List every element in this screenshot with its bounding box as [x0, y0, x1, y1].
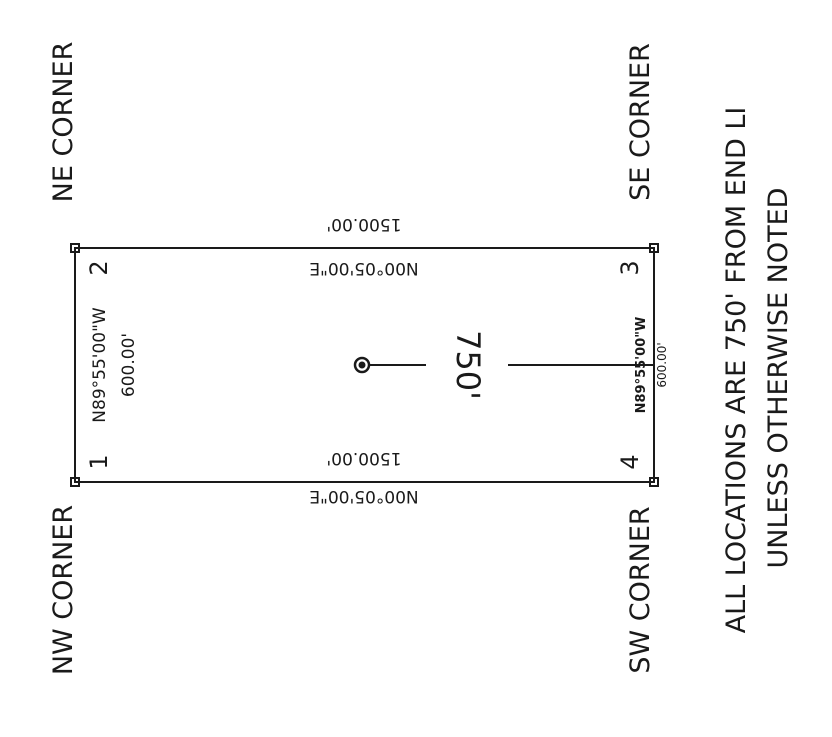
- nw-corner-label: NW CORNER: [48, 505, 79, 675]
- point-number-1: 1: [85, 454, 113, 469]
- ne-corner-label: NE CORNER: [48, 42, 79, 203]
- corner-marker-sw: [649, 477, 659, 487]
- point-number-4: 4: [616, 454, 644, 469]
- note-line-2: UNLESS OTHERWISE NOTED: [763, 188, 794, 569]
- well-location-dot: [358, 361, 366, 369]
- west-line-bearing: N00°05'00"E: [309, 486, 418, 506]
- corner-marker-nw: [70, 477, 80, 487]
- south-line-bearing: N89°55'00"W: [634, 317, 649, 414]
- corner-marker-se: [649, 243, 659, 253]
- west-line-distance: 1500.00': [327, 448, 402, 468]
- corner-marker-ne: [70, 243, 80, 253]
- sw-corner-label: SW CORNER: [625, 506, 656, 673]
- note-line-1: ALL LOCATIONS ARE 750' FROM END LI: [721, 107, 752, 634]
- south-line-distance: 600.00': [655, 342, 669, 387]
- east-line-distance: 1500.00': [327, 214, 402, 234]
- se-corner-label: SE CORNER: [625, 43, 656, 201]
- location-dimension: 750': [449, 330, 487, 400]
- east-line-bearing: N00°05'00"E: [309, 258, 418, 278]
- north-line-distance: 600.00': [119, 333, 139, 397]
- point-number-3: 3: [616, 260, 644, 275]
- north-line-bearing: N89°55'00"W: [90, 307, 110, 423]
- point-number-2: 2: [85, 260, 113, 275]
